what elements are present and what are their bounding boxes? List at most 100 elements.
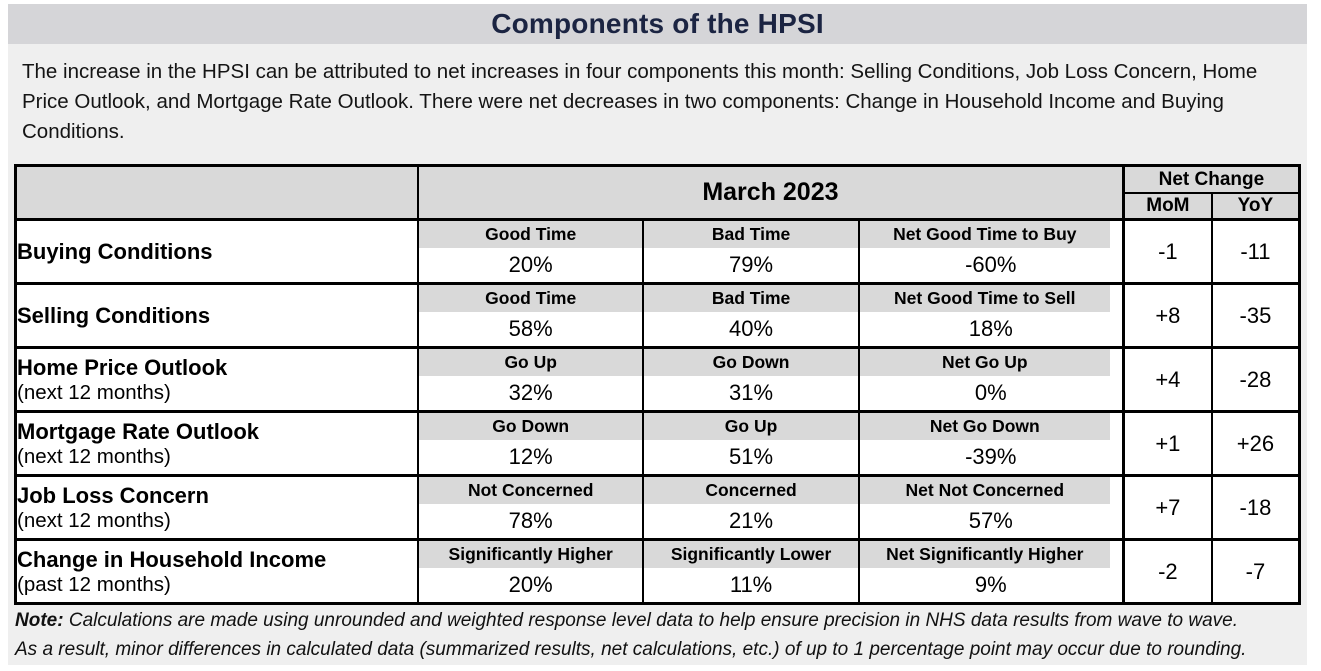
response-header: Good Time bbox=[419, 285, 643, 312]
response-header: Good Time bbox=[419, 221, 643, 248]
yoy-value-cell: +26 bbox=[1211, 411, 1300, 477]
response-header-cell: Go Down bbox=[643, 347, 860, 376]
row-label: Mortgage Rate Outlook bbox=[17, 418, 260, 444]
response-header: Net Go Up bbox=[859, 349, 1110, 376]
response-value-cell: 57% bbox=[858, 504, 1125, 541]
mom-value-cell: -1 bbox=[1123, 219, 1213, 285]
response-header: Net Significantly Higher bbox=[859, 541, 1110, 568]
row-label: Selling Conditions bbox=[17, 302, 211, 328]
response-header-cell: Concerned bbox=[643, 475, 860, 504]
table-row: Buying Conditions Good Time Bad Time Net… bbox=[15, 219, 1300, 285]
row-label-cell: Home Price Outlook (next 12 months) bbox=[15, 347, 419, 413]
response-header: Bad Time bbox=[644, 221, 858, 248]
row-sublabel: (next 12 months) bbox=[17, 380, 171, 404]
note-label: Note: bbox=[15, 610, 64, 631]
row-label: Change in Household Income bbox=[17, 546, 327, 572]
note-line-2: As a result, minor differences in calcul… bbox=[15, 639, 1247, 660]
response-header-cell: Net Go Down bbox=[858, 411, 1125, 440]
table-row: 20% 11% 9% bbox=[16, 568, 1300, 605]
mom-value-cell: -2 bbox=[1123, 539, 1213, 605]
response-header-cell: Net Go Up bbox=[858, 347, 1125, 376]
response-value-cell: 79% bbox=[643, 248, 860, 285]
response-header-cell: Bad Time bbox=[643, 219, 860, 248]
response-value-cell: 18% bbox=[858, 312, 1125, 349]
response-value-cell: 51% bbox=[643, 440, 860, 477]
mom-header-cell: MoM bbox=[1123, 193, 1213, 221]
response-header-cell: Significantly Lower bbox=[643, 539, 860, 568]
response-header-cell: Net Good Time to Sell bbox=[858, 283, 1125, 312]
table-row: Selling Conditions Good Time Bad Time Ne… bbox=[15, 283, 1300, 349]
response-header: Net Good Time to Buy bbox=[859, 221, 1110, 248]
response-header-cell: Significantly Higher bbox=[418, 539, 645, 568]
response-header: Net Not Concerned bbox=[859, 477, 1110, 504]
response-value-cell: 21% bbox=[643, 504, 860, 541]
response-value-cell: 32% bbox=[418, 376, 645, 413]
row-label: Job Loss Concern bbox=[17, 482, 209, 508]
response-value-cell: 31% bbox=[643, 376, 860, 413]
response-value-cell: 12% bbox=[418, 440, 645, 477]
response-header: Go Down bbox=[644, 349, 858, 376]
page-title: Components of the HPSI bbox=[491, 8, 824, 39]
row-label-cell: Job Loss Concern (next 12 months) bbox=[15, 475, 419, 541]
yoy-value-cell: -18 bbox=[1211, 475, 1300, 541]
response-header-cell: Not Concerned bbox=[418, 475, 645, 504]
intro-paragraph: The increase in the HPSI can be attribut… bbox=[22, 60, 1258, 143]
response-header: Go Down bbox=[419, 413, 643, 440]
response-header-cell: Go Up bbox=[418, 347, 645, 376]
yoy-value-cell: -28 bbox=[1211, 347, 1300, 413]
yoy-header-cell: YoY bbox=[1211, 193, 1300, 221]
response-header-cell: Good Time bbox=[418, 283, 645, 312]
hpsi-components-table-wrap: March 2023 Net Change MoM YoY Buying Con… bbox=[14, 164, 1301, 605]
corner-header-cell bbox=[15, 165, 419, 221]
table-row: 58% 40% 18% bbox=[16, 312, 1300, 349]
response-value-cell: 40% bbox=[643, 312, 860, 349]
row-label: Home Price Outlook bbox=[17, 354, 228, 380]
yoy-value-cell: -35 bbox=[1211, 283, 1300, 349]
table-row: Change in Household Income (past 12 mont… bbox=[15, 539, 1300, 605]
mom-value-cell: +8 bbox=[1123, 283, 1213, 349]
mom-value-cell: +1 bbox=[1123, 411, 1213, 477]
response-header-cell: Net Significantly Higher bbox=[858, 539, 1125, 568]
response-value-cell: 20% bbox=[418, 248, 645, 285]
response-value-cell: 20% bbox=[418, 568, 645, 605]
response-header: Concerned bbox=[644, 477, 858, 504]
table-row: 20% 79% -60% bbox=[16, 248, 1300, 285]
response-value-cell: -60% bbox=[858, 248, 1125, 285]
response-value-cell: 9% bbox=[858, 568, 1125, 605]
table-row: 12% 51% -39% bbox=[16, 440, 1300, 477]
yoy-value-cell: -11 bbox=[1211, 219, 1300, 285]
yoy-value-cell: -7 bbox=[1211, 539, 1300, 605]
row-label-cell: Buying Conditions bbox=[15, 219, 419, 285]
response-header-cell: Net Not Concerned bbox=[858, 475, 1125, 504]
response-header: Significantly Lower bbox=[644, 541, 858, 568]
response-header-cell: Bad Time bbox=[643, 283, 860, 312]
table-row: Job Loss Concern (next 12 months) Not Co… bbox=[15, 475, 1300, 541]
row-sublabel: (next 12 months) bbox=[17, 444, 171, 468]
period-header-cell: March 2023 bbox=[418, 165, 1125, 221]
mom-value-cell: +7 bbox=[1123, 475, 1213, 541]
response-value-cell: 0% bbox=[858, 376, 1125, 413]
response-header-cell: Net Good Time to Buy bbox=[858, 219, 1125, 248]
row-label-cell: Mortgage Rate Outlook (next 12 months) bbox=[15, 411, 419, 477]
hpsi-components-table: March 2023 Net Change MoM YoY Buying Con… bbox=[14, 164, 1301, 605]
response-header-cell: Good Time bbox=[418, 219, 645, 248]
footnotes: Note: Calculations are made using unroun… bbox=[15, 606, 1307, 664]
response-value-cell: -39% bbox=[858, 440, 1125, 477]
response-value-cell: 11% bbox=[643, 568, 860, 605]
row-sublabel: (past 12 months) bbox=[17, 572, 171, 596]
response-value-cell: 78% bbox=[418, 504, 645, 541]
table-row: 32% 31% 0% bbox=[16, 376, 1300, 413]
note-text-1: Calculations are made using unrounded an… bbox=[63, 610, 1239, 631]
response-header: Significantly Higher bbox=[419, 541, 643, 568]
response-value-cell: 58% bbox=[418, 312, 645, 349]
row-label-cell: Selling Conditions bbox=[15, 283, 419, 349]
mom-value-cell: +4 bbox=[1123, 347, 1213, 413]
response-header: Net Go Down bbox=[859, 413, 1110, 440]
response-header-cell: Go Down bbox=[418, 411, 645, 440]
net-change-header-cell: Net Change bbox=[1123, 165, 1300, 194]
response-header-cell: Go Up bbox=[643, 411, 860, 440]
row-label-cell: Change in Household Income (past 12 mont… bbox=[15, 539, 419, 605]
table-row: 78% 21% 57% bbox=[16, 504, 1300, 541]
response-header: Net Good Time to Sell bbox=[859, 285, 1110, 312]
response-header: Not Concerned bbox=[419, 477, 643, 504]
